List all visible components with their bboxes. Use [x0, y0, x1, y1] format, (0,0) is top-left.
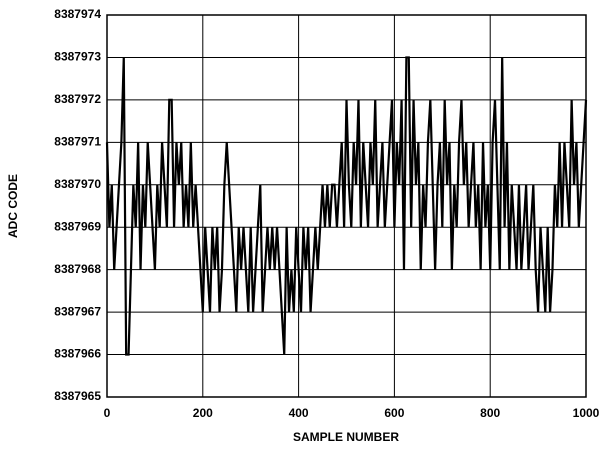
- x-tick-label: 400: [289, 406, 309, 420]
- y-axis-label: ADC CODE: [6, 174, 20, 238]
- y-tick-label: 8387966: [54, 347, 101, 361]
- y-tick-label: 8387969: [54, 219, 101, 233]
- x-axis-label: SAMPLE NUMBER: [293, 430, 399, 444]
- x-tick-label: 200: [193, 406, 213, 420]
- y-tick-label: 8387967: [54, 304, 101, 318]
- y-tick-label: 8387974: [54, 7, 101, 21]
- data-line: [105, 56, 588, 356]
- plot-frame: [106, 14, 587, 398]
- x-tick-label: 600: [384, 406, 404, 420]
- y-tick-label: 8387965: [54, 389, 101, 403]
- x-tick-label: 1000: [573, 406, 600, 420]
- x-tick-label: 800: [480, 406, 500, 420]
- x-tick-label: 0: [104, 406, 111, 420]
- y-tick-label: 8387972: [54, 92, 101, 106]
- y-tick-label: 8387970: [54, 177, 101, 191]
- y-tick-label: 8387971: [54, 135, 101, 149]
- y-tick-label: 8387968: [54, 262, 101, 276]
- y-tick-label: 8387973: [54, 50, 101, 64]
